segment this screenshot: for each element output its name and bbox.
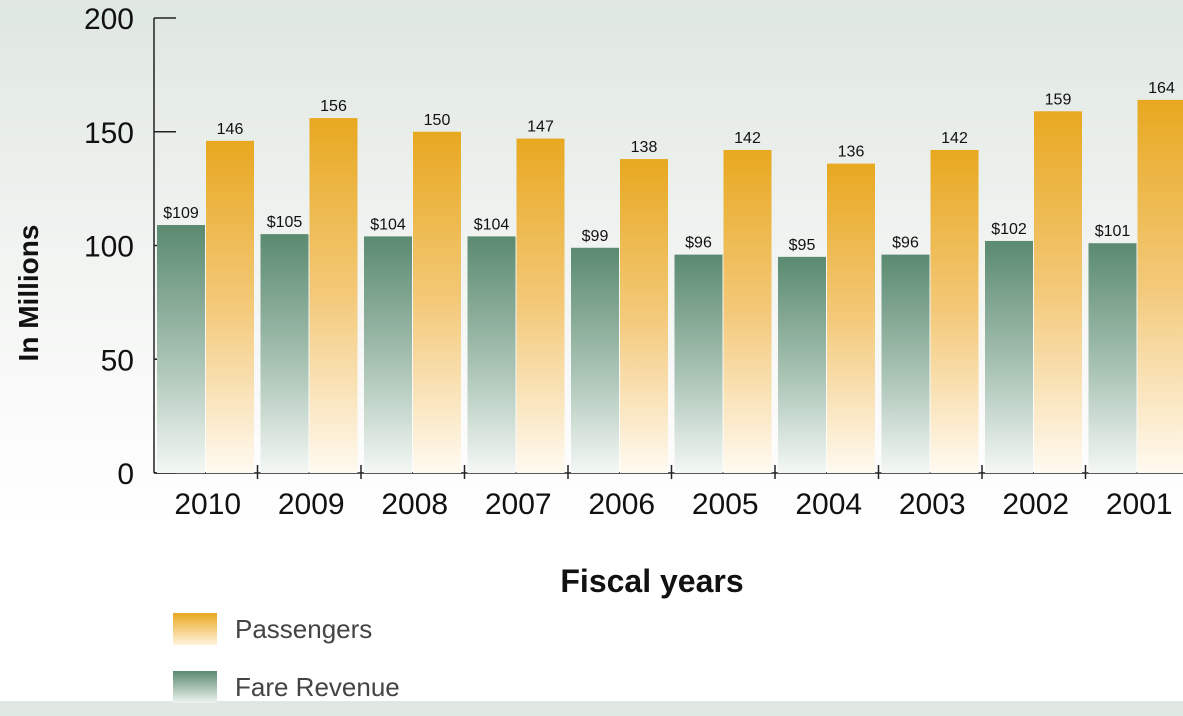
bar-fare-revenue — [157, 225, 205, 473]
bar-passengers — [1138, 100, 1183, 473]
bar-fare-revenue — [985, 241, 1033, 473]
y-axis-label: In Millions — [13, 225, 44, 362]
x-tick-label: 2005 — [692, 488, 759, 521]
data-label: $102 — [991, 221, 1027, 238]
data-label: 142 — [734, 130, 761, 147]
x-axis-label: Fiscal years — [560, 563, 743, 599]
bar-passengers — [931, 150, 979, 473]
x-tick-label: 2001 — [1106, 488, 1173, 521]
data-label: $99 — [582, 228, 609, 245]
data-label: $109 — [163, 205, 199, 222]
legend-label-passengers: Passengers — [235, 614, 372, 645]
bars — [157, 100, 1183, 473]
bar-passengers — [310, 118, 358, 473]
data-label: 164 — [1148, 80, 1175, 97]
data-label: 136 — [838, 144, 865, 161]
data-label: 150 — [424, 112, 451, 129]
data-label: 142 — [941, 130, 968, 147]
data-label: 147 — [527, 119, 554, 136]
bar-chart: 0 50 100 150 200 2010 2009 2008 2007 2006 2005 2004… — [0, 0, 1183, 701]
x-tick-label: 2007 — [485, 488, 552, 521]
bar-passengers — [724, 150, 772, 473]
bar-fare-revenue — [364, 236, 412, 473]
data-label: $95 — [789, 237, 816, 254]
data-label: $101 — [1095, 223, 1131, 240]
x-tick-label: 2003 — [899, 488, 966, 521]
bar-passengers — [827, 164, 875, 473]
x-tick-label: 2002 — [1002, 488, 1069, 521]
bar-passengers — [1034, 111, 1082, 473]
x-tick-label: 2009 — [278, 488, 345, 521]
y-tick-label: 150 — [84, 117, 134, 150]
data-label: $96 — [685, 235, 712, 252]
data-label: $104 — [474, 216, 510, 233]
data-label: 138 — [631, 139, 658, 156]
bar-fare-revenue — [261, 234, 309, 473]
bar-fare-revenue — [1089, 243, 1137, 473]
bar-passengers — [413, 132, 461, 473]
bar-fare-revenue — [468, 236, 516, 473]
data-label: 159 — [1045, 91, 1072, 108]
bar-fare-revenue — [675, 255, 723, 473]
data-label: 146 — [217, 121, 244, 138]
x-tick-label: 2008 — [381, 488, 448, 521]
bar-fare-revenue — [882, 255, 930, 473]
bar-passengers — [206, 141, 254, 473]
legend: Passengers Fare Revenue — [173, 600, 400, 716]
y-tick-label: 0 — [117, 458, 134, 491]
x-tick-label: 2006 — [588, 488, 655, 521]
bar-fare-revenue — [778, 257, 826, 473]
legend-item-fare-revenue: Fare Revenue — [173, 658, 400, 716]
data-label: $96 — [892, 235, 919, 252]
bar-passengers — [620, 159, 668, 473]
bar-fare-revenue — [571, 248, 619, 473]
data-label: 156 — [320, 98, 347, 115]
data-label: $105 — [267, 214, 303, 231]
x-tick-label: 2004 — [795, 488, 862, 521]
y-tick-label: 100 — [84, 231, 134, 264]
data-label: $104 — [370, 216, 406, 233]
legend-item-passengers: Passengers — [173, 600, 400, 658]
x-tick-label: 2010 — [174, 488, 241, 521]
y-tick-label: 200 — [84, 3, 134, 36]
legend-swatch-fare-revenue — [173, 671, 217, 703]
legend-label-fare-revenue: Fare Revenue — [235, 672, 400, 703]
bar-passengers — [517, 139, 565, 473]
legend-swatch-passengers — [173, 613, 217, 645]
y-tick-label: 50 — [101, 344, 134, 377]
